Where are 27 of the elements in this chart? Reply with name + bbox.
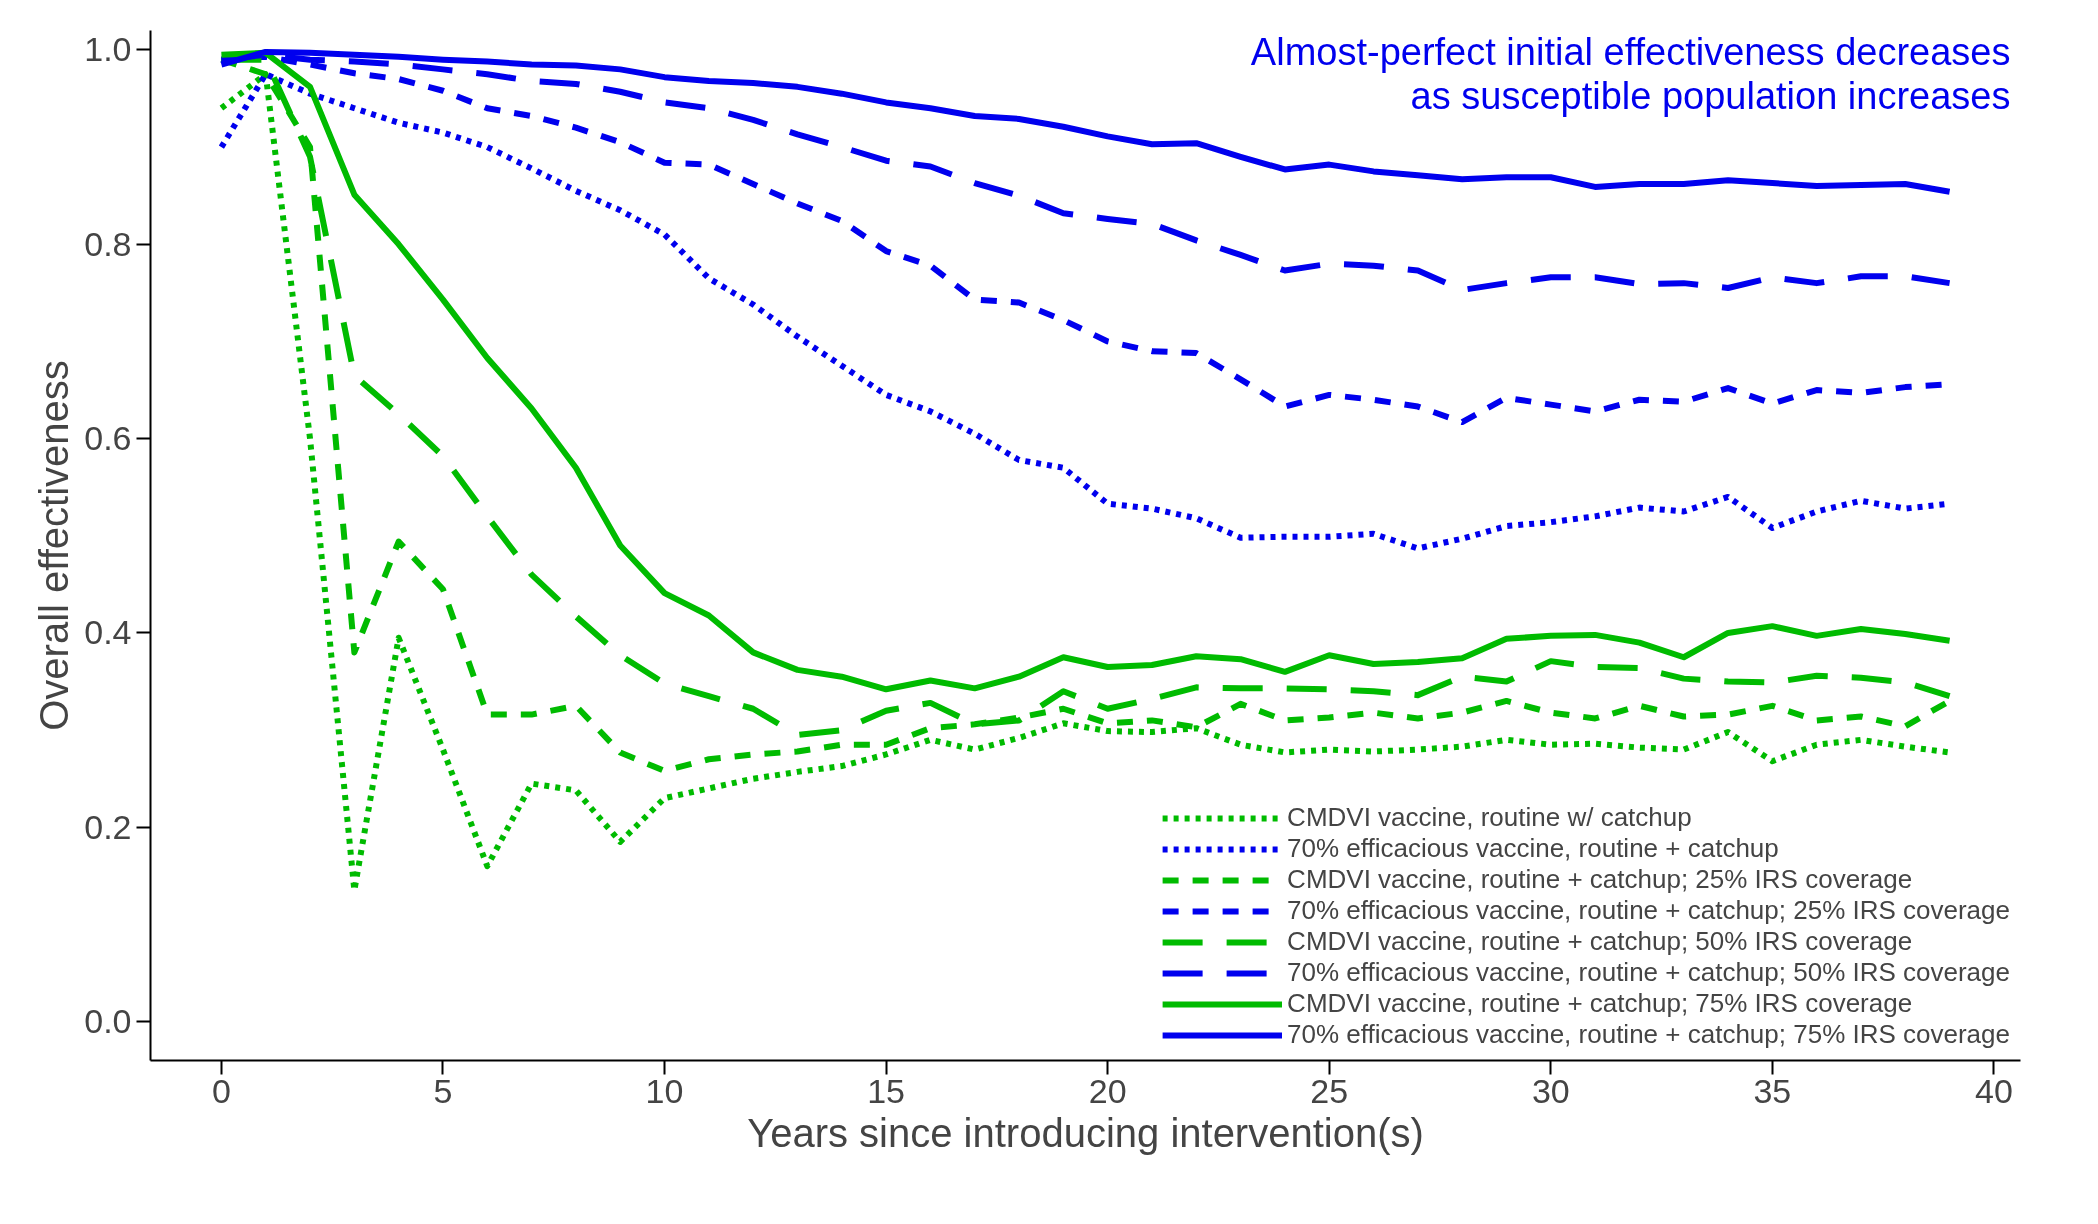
y-tick-label: 0.0: [84, 1002, 132, 1041]
x-tick-label: 10: [645, 1071, 684, 1110]
x-tick-label: 35: [1753, 1071, 1792, 1110]
x-axis-title: Years since introducing intervention(s): [747, 1110, 1424, 1155]
y-axis-title: Overall effectiveness: [32, 360, 77, 731]
x-tick-label: 25: [1310, 1071, 1349, 1110]
x-tick-label: 15: [867, 1071, 906, 1110]
x-tick-label: 30: [1531, 1071, 1570, 1110]
legend-label: 70% efficacious vaccine, routine + catchup; 75% IRS coverage: [1287, 1019, 2010, 1050]
legend-label: CMDVI vaccine, routine + catchup; 75% IRS coverage: [1287, 988, 1913, 1019]
annotation: as susceptible population increases: [1410, 74, 2011, 117]
y-tick-label: 0.4: [84, 613, 132, 652]
x-tick-label: 5: [433, 1071, 453, 1110]
legend-label: 70% efficacious vaccine, routine + catchup; 25% IRS coverage: [1287, 895, 2010, 926]
legend-label: CMDVI vaccine, routine + catchup; 25% IRS coverage: [1287, 864, 1913, 895]
y-tick-label: 0.2: [84, 807, 132, 846]
annotation: Almost-perfect initial effectiveness decreases: [1250, 30, 2011, 73]
y-tick-label: 1.0: [84, 30, 132, 69]
legend-label: 70% efficacious vaccine, routine + catchup: [1287, 833, 1779, 864]
legend-label: CMDVI vaccine, routine + catchup; 50% IRS coverage: [1287, 926, 1913, 957]
legend-label: 70% efficacious vaccine, routine + catchup; 50% IRS coverage: [1287, 957, 2010, 988]
legend-label: CMDVI vaccine, routine w/ catchup: [1287, 802, 1692, 833]
y-tick-label: 0.6: [84, 419, 132, 458]
x-tick-label: 20: [1088, 1071, 1127, 1110]
y-tick-label: 0.8: [84, 224, 132, 263]
x-tick-label: 0: [211, 1071, 231, 1110]
x-tick-label: 40: [1975, 1071, 2013, 1110]
